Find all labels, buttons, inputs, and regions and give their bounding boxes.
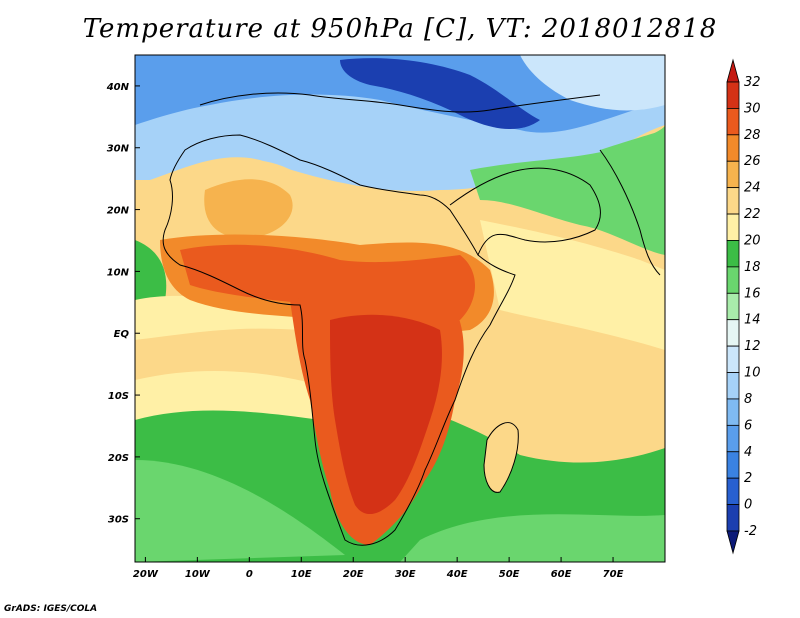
colorbar-label: 22	[744, 207, 761, 222]
chart-title: Temperature at 950hPa [C], VT: 201801281…	[82, 14, 718, 44]
lon-tick-label: 10E	[291, 569, 312, 580]
atlantic-yellow	[135, 370, 320, 420]
lon-tick-label: 50E	[499, 569, 520, 580]
colorbar-label: -2	[744, 524, 757, 539]
lat-tick-label: 30N	[107, 144, 130, 155]
colorbar-label: 28	[744, 128, 761, 143]
coastlines	[162, 92, 661, 546]
colorbar-segment	[726, 398, 740, 426]
lon-tick-label: 60E	[551, 569, 572, 580]
colorbar-segment	[726, 451, 740, 479]
lon-tick-label: 30E	[395, 569, 416, 580]
plot-frame	[134, 54, 666, 563]
europe-blue	[135, 55, 665, 133]
lat-tick-label: 30S	[108, 515, 129, 526]
colorbar-label: 20	[744, 233, 761, 248]
arabian-sea-yellow	[480, 220, 665, 350]
colorbar-segment	[726, 187, 740, 215]
cold-mediterranean	[340, 58, 540, 130]
colorbar-label: 26	[744, 154, 761, 169]
colorbar-label: 14	[744, 313, 761, 328]
colorbar-segment	[726, 240, 740, 268]
colorbar-label: 18	[744, 260, 761, 275]
lon-tick-label: 10W	[185, 569, 211, 580]
lat-tick-label: 40N	[106, 82, 130, 93]
lat-tick-label: EQ	[114, 329, 130, 340]
colorbar-label: 32	[744, 75, 761, 90]
southern-ocean-light-green	[135, 460, 345, 562]
sahara-orange	[204, 179, 293, 239]
colorbar-segment	[726, 134, 740, 162]
colorbar-label: 16	[744, 286, 761, 301]
lon-tick-label: 40E	[446, 569, 468, 580]
arabia-coast	[449, 167, 601, 256]
latitude-axis: 40N 30N 20N 10N EQ 10S 20S 30S	[106, 82, 140, 526]
lat-tick-label: 20N	[107, 206, 130, 217]
colorbar-segment	[726, 292, 740, 321]
colorbar-segment	[726, 424, 740, 453]
madagascar-warm	[484, 422, 519, 493]
lon-tick-label: 70E	[603, 569, 624, 580]
atlantic-green	[135, 240, 167, 300]
colorbar-max-triangle	[726, 58, 740, 83]
colorbar-segment	[726, 345, 740, 373]
colorbar-label: 6	[744, 418, 752, 433]
lon-tick-label: 0	[246, 569, 253, 580]
india-coast	[599, 149, 661, 276]
south-east-ocean-light-green	[400, 514, 665, 562]
colorbar-label: 8	[744, 392, 752, 407]
lat-tick-label: 20S	[108, 453, 129, 464]
colorbar-segment	[726, 213, 740, 241]
lon-tick-label: 20W	[133, 569, 159, 580]
lon-tick-label: 20E	[343, 569, 364, 580]
footer-credit: GrADS: IGES/COLA	[4, 604, 98, 614]
colorbar-label: 24	[744, 181, 761, 196]
lat-tick-label: 10S	[108, 391, 129, 402]
lat-tick-label: 10N	[107, 267, 130, 278]
southern-red	[330, 314, 442, 515]
colorbar-segment	[726, 266, 740, 294]
longitude-axis: 20W 10W 0 10E 20E 30E 40E 50E 60E 70E	[133, 557, 624, 580]
colorbar-segment	[726, 372, 740, 400]
colorbar-label: 12	[744, 339, 761, 354]
colorbar-label: 4	[744, 445, 752, 460]
colorbar-label: 2	[744, 471, 752, 486]
colorbar-label: 0	[744, 498, 752, 513]
colorbar-segment	[726, 319, 740, 347]
colorbar-segment	[726, 108, 740, 136]
madagascar-coast	[483, 422, 519, 493]
temperature-field	[135, 55, 665, 562]
colorbar-label: 30	[744, 101, 761, 116]
europe-coast	[199, 92, 601, 113]
colorbar-label: 10	[744, 366, 761, 381]
colorbar-segment	[726, 477, 740, 505]
africa-coast	[162, 134, 516, 546]
india-green	[600, 130, 665, 250]
colorbar-segment	[726, 160, 740, 189]
iran-light	[520, 55, 665, 111]
colorbar-segment	[726, 504, 740, 532]
colorbar-segment	[726, 81, 740, 109]
colorbar-min-triangle	[726, 530, 740, 555]
